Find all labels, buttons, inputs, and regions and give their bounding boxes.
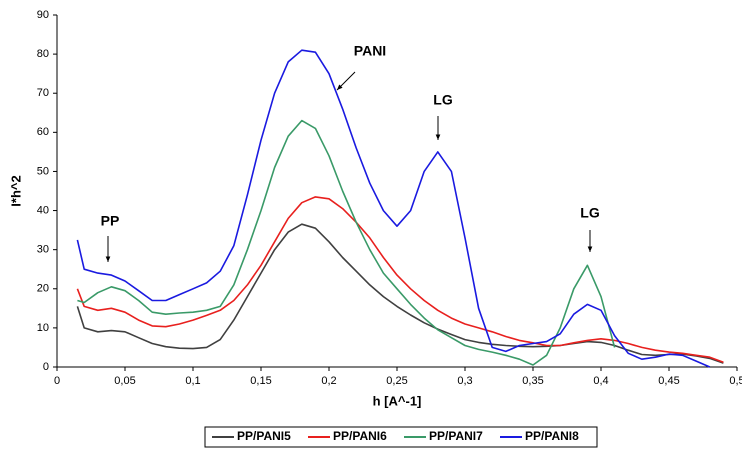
annotation: LG bbox=[580, 205, 600, 221]
series-line bbox=[77, 119, 616, 366]
legend-box bbox=[204, 426, 598, 448]
y-tick-label: 50 bbox=[37, 165, 49, 177]
legend-label: PP/PANI8 bbox=[525, 429, 579, 443]
legend-label: PP/PANI5 bbox=[237, 429, 291, 443]
y-tick-label: 0 bbox=[43, 361, 49, 373]
x-tick-label: 0,45 bbox=[658, 375, 679, 387]
y-tick-label: 10 bbox=[37, 322, 49, 334]
y-tick-label: 90 bbox=[37, 9, 49, 21]
x-tick-label: 0,5 bbox=[729, 375, 742, 387]
x-tick-label: 0,05 bbox=[114, 375, 135, 387]
x-tick-label: 0,4 bbox=[593, 375, 608, 387]
x-tick-label: 0,3 bbox=[457, 375, 472, 387]
y-tick-label: 70 bbox=[37, 87, 49, 99]
arrow-head bbox=[435, 134, 441, 140]
y-tick-label: 40 bbox=[37, 204, 49, 216]
x-tick-label: 0,2 bbox=[321, 375, 336, 387]
x-tick-label: 0 bbox=[54, 375, 60, 387]
arrow-head bbox=[105, 256, 111, 262]
series-line bbox=[76, 49, 711, 368]
arrow-head bbox=[587, 246, 593, 252]
series-line bbox=[76, 196, 724, 364]
x-tick-label: 0,25 bbox=[386, 375, 407, 387]
x-tick-label: 0,35 bbox=[522, 375, 543, 387]
annotation: PANI bbox=[354, 43, 386, 59]
arrow-head bbox=[337, 84, 343, 90]
x-tick-label: 0,15 bbox=[250, 375, 271, 387]
y-axis-label: I*h^2 bbox=[8, 175, 23, 206]
legend-label: PP/PANI6 bbox=[333, 429, 387, 443]
y-tick-label: 60 bbox=[37, 126, 49, 138]
y-tick-label: 20 bbox=[37, 283, 49, 295]
annotation: PP bbox=[101, 213, 120, 229]
y-tick-label: 80 bbox=[37, 48, 49, 60]
y-tick-label: 30 bbox=[37, 244, 49, 256]
x-tick-label: 0,1 bbox=[185, 375, 200, 387]
x-axis-label: h [A^-1] bbox=[373, 393, 422, 408]
annotation: LG bbox=[433, 92, 453, 108]
legend-label: PP/PANI7 bbox=[429, 429, 483, 443]
